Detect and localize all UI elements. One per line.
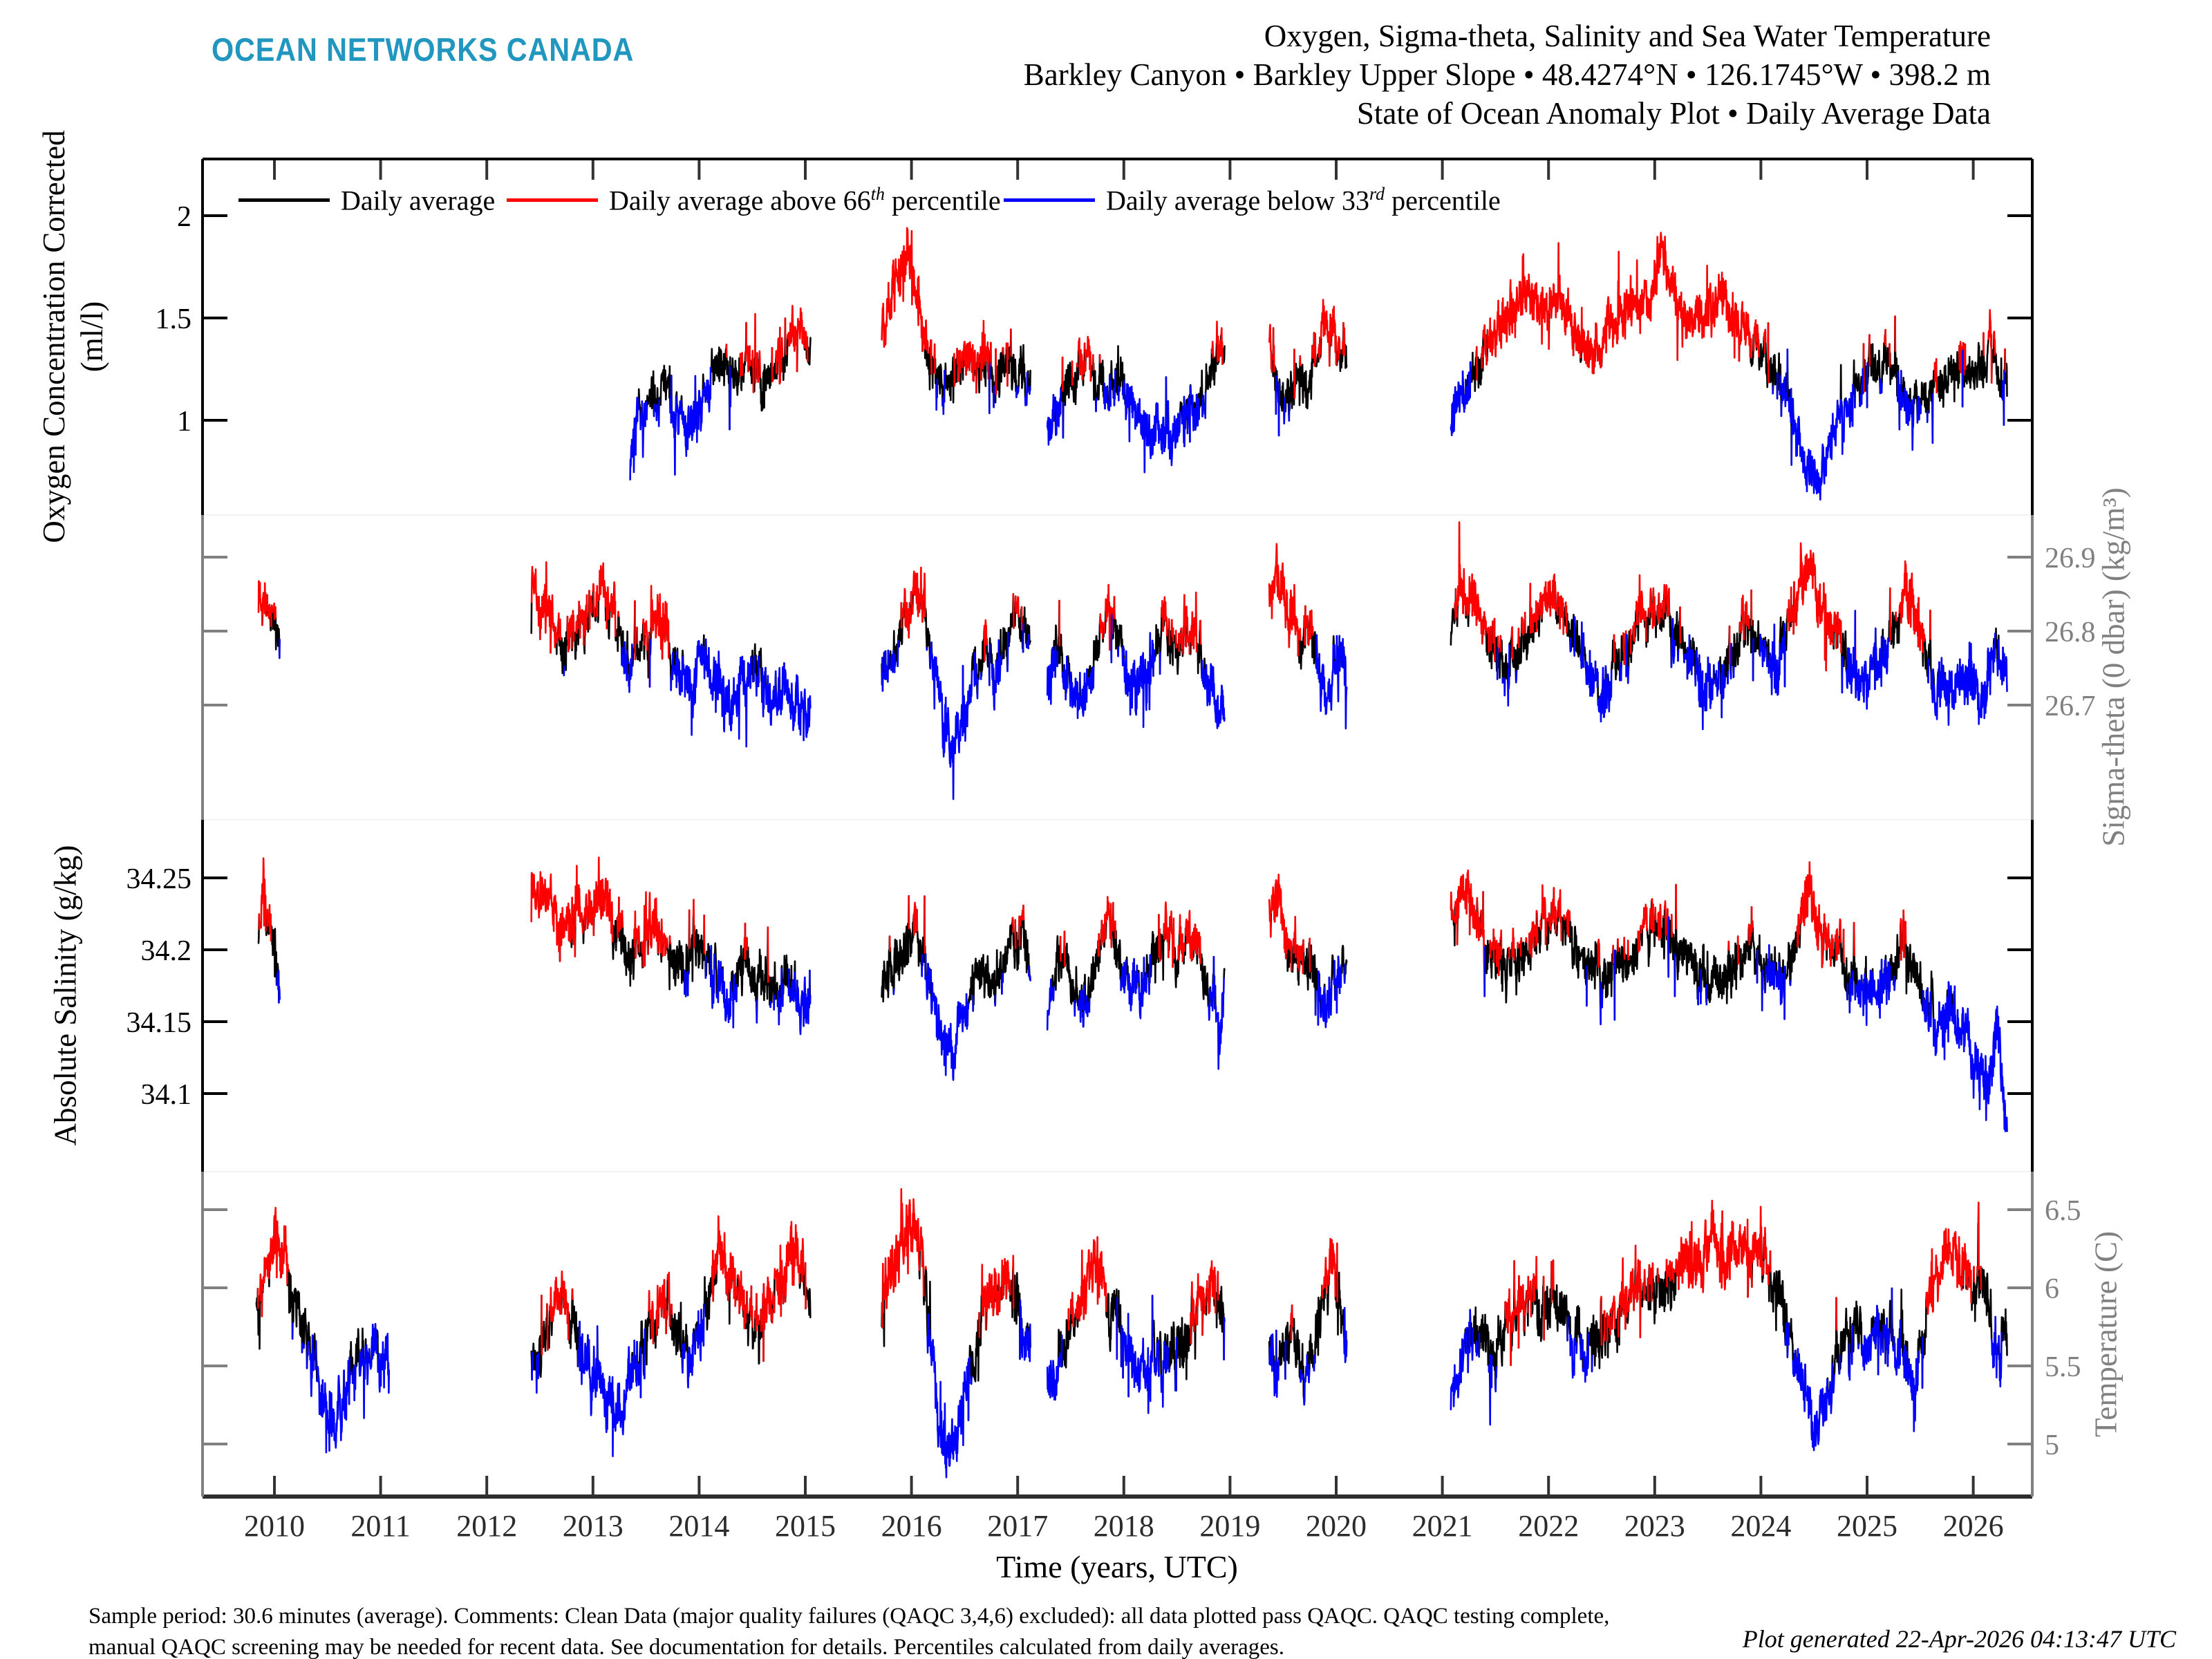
legend-label: Daily average xyxy=(341,185,496,216)
plot-title: Oxygen, Sigma-theta, Salinity and Sea Wa… xyxy=(1024,17,1991,133)
legend-line-red xyxy=(507,198,598,203)
legend-item-above-66th: Daily average above 66th percentile xyxy=(507,184,1001,216)
footer-comments: Sample period: 30.6 minutes (average). C… xyxy=(88,1601,1609,1659)
legend-label: Daily average below 33rd percentile xyxy=(1106,184,1501,216)
legend-label: Daily average above 66th percentile xyxy=(609,184,1001,216)
title-line-1: Oxygen, Sigma-theta, Salinity and Sea Wa… xyxy=(1264,19,1991,53)
x-tick-label: 2016 xyxy=(881,1509,942,1543)
x-tick-label: 2021 xyxy=(1412,1509,1473,1543)
x-tick-label: 2022 xyxy=(1518,1509,1579,1543)
legend-item-daily-average: Daily average xyxy=(238,184,495,216)
footer-line-2: manual QAQC screening may be needed for … xyxy=(88,1635,1284,1659)
oxygen-y-tick-label: 1.5 xyxy=(156,303,192,335)
salinity-series-blue xyxy=(275,916,2008,1132)
oxygen-series-blue xyxy=(629,348,2005,501)
x-tick-label: 2018 xyxy=(1094,1509,1154,1543)
x-tick-label: 2012 xyxy=(456,1509,517,1543)
temperature-series-blue xyxy=(291,1287,2003,1479)
x-tick-label: 2024 xyxy=(1730,1509,1791,1543)
legend-item-below-33rd: Daily average below 33rd percentile xyxy=(1004,184,1501,216)
x-tick-label: 2023 xyxy=(1624,1509,1685,1543)
x-tick-label: 2019 xyxy=(1199,1509,1260,1543)
x-tick-label: 2013 xyxy=(563,1509,624,1543)
sigma-theta-series-black xyxy=(261,579,2007,731)
legend-line-black xyxy=(238,198,330,203)
temperature-axis-title: Temperature (C) xyxy=(2088,1231,2124,1437)
title-line-2: Barkley Canyon • Barkley Upper Slope • 4… xyxy=(1023,57,1991,92)
x-axis-title: Time (years, UTC) xyxy=(996,1549,1238,1584)
sigma-theta-y-tick-label: 26.7 xyxy=(2045,691,2096,722)
temperature-y-tick-label: 6 xyxy=(2045,1273,2059,1305)
temperature-y-tick-label: 5 xyxy=(2045,1430,2059,1461)
sigma-theta-series-blue xyxy=(279,610,2008,800)
salinity-series-red xyxy=(258,856,1907,983)
x-tick-label: 2010 xyxy=(244,1509,305,1543)
footer-line-1: Sample period: 30.6 minutes (average). C… xyxy=(88,1604,1610,1629)
sigma-theta-y-tick-label: 26.8 xyxy=(2045,617,2096,648)
x-tick-label: 2015 xyxy=(775,1509,836,1543)
x-tick-label: 2026 xyxy=(1943,1509,2004,1543)
temperature-y-tick-label: 6.5 xyxy=(2045,1195,2081,1227)
sigma-theta-series-red xyxy=(257,521,1932,688)
x-tick-label: 2011 xyxy=(350,1509,410,1543)
salinity-y-tick-label: 34.2 xyxy=(141,935,192,967)
generated-timestamp: Plot generated 22-Apr-2026 04:13:47 UTC xyxy=(1742,1625,2176,1653)
oxygen-axis-title: Oxygen Concentration Corrected (ml/l) xyxy=(37,130,109,543)
temperature-series-red xyxy=(256,1188,1983,1367)
onc-logo: OCEAN NETWORKS CANADA xyxy=(212,31,635,68)
salinity-y-tick-label: 34.25 xyxy=(126,863,192,895)
salinity-y-tick-label: 34.15 xyxy=(126,1007,192,1039)
legend-line-blue xyxy=(1004,198,1095,203)
x-tick-label: 2020 xyxy=(1306,1509,1367,1543)
salinity-axis-title: Absolute Salinity (g/kg) xyxy=(48,845,83,1146)
salinity-y-tick-label: 34.1 xyxy=(141,1079,192,1111)
sigma-theta-axis-title: Sigma-theta (0 dbar) (kg/m³) xyxy=(2096,487,2131,847)
x-tick-label: 2014 xyxy=(668,1509,729,1543)
x-tick-label: 2025 xyxy=(1837,1509,1897,1543)
x-tick-label: 2017 xyxy=(987,1509,1048,1543)
oxygen-y-tick-label: 2 xyxy=(177,201,191,233)
oxygen-y-tick-label: 1 xyxy=(177,406,191,438)
oxygen-series-red xyxy=(725,227,2007,400)
sigma-theta-y-tick-label: 26.9 xyxy=(2045,543,2096,574)
temperature-y-tick-label: 5.5 xyxy=(2045,1351,2081,1383)
title-line-3: State of Ocean Anomaly Plot • Daily Aver… xyxy=(1356,96,1991,131)
